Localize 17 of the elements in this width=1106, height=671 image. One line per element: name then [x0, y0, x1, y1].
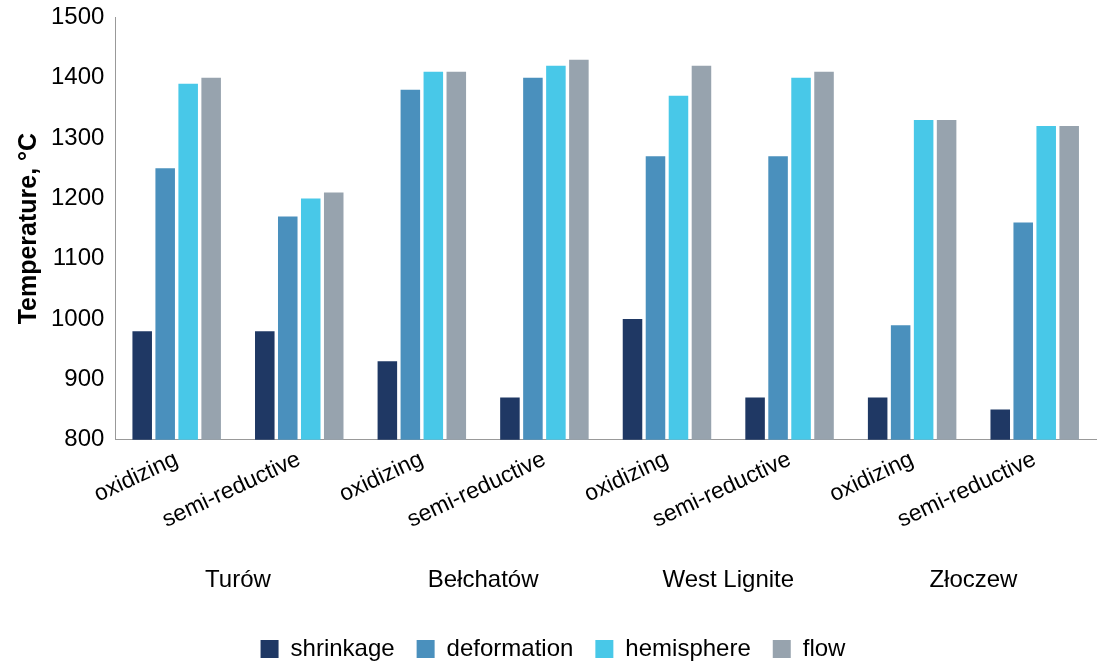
y-tick-label: 1300 — [51, 122, 105, 150]
y-tick-label: 1400 — [51, 62, 105, 90]
y-axis-title: Temperature, °C — [12, 132, 41, 325]
text: Turów — [205, 564, 272, 592]
y-tick-label: 800 — [64, 424, 105, 452]
y-tick-label: 900 — [64, 364, 105, 392]
text: Bełchatów — [427, 564, 540, 592]
legend-label: deformation — [446, 633, 574, 661]
text: Złoczew — [929, 564, 1019, 592]
legend-label: hemisphere — [625, 633, 751, 661]
y-tick-label: 1200 — [51, 183, 105, 211]
legend-label: flow — [802, 633, 847, 661]
text: West Lignite — [662, 564, 795, 592]
y-tick-label: 1000 — [51, 303, 105, 331]
y-tick-label: 1500 — [51, 2, 105, 30]
legend-label: shrinkage — [290, 633, 395, 661]
y-tick-label: 1100 — [52, 243, 105, 271]
